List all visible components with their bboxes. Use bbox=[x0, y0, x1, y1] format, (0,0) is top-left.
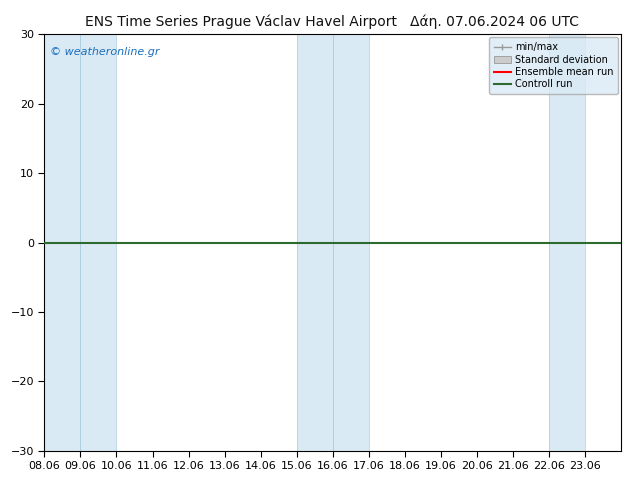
Legend: min/max, Standard deviation, Ensemble mean run, Controll run: min/max, Standard deviation, Ensemble me… bbox=[489, 37, 618, 94]
Bar bbox=[44, 34, 81, 451]
Bar bbox=[333, 34, 369, 451]
Text: Δάη. 07.06.2024 06 UTC: Δάη. 07.06.2024 06 UTC bbox=[410, 15, 579, 29]
Bar bbox=[297, 34, 333, 451]
Bar bbox=[81, 34, 117, 451]
Text: ENS Time Series Prague Václav Havel Airport: ENS Time Series Prague Václav Havel Airp… bbox=[85, 15, 397, 29]
Text: © weatheronline.gr: © weatheronline.gr bbox=[50, 47, 160, 57]
Bar bbox=[549, 34, 585, 451]
